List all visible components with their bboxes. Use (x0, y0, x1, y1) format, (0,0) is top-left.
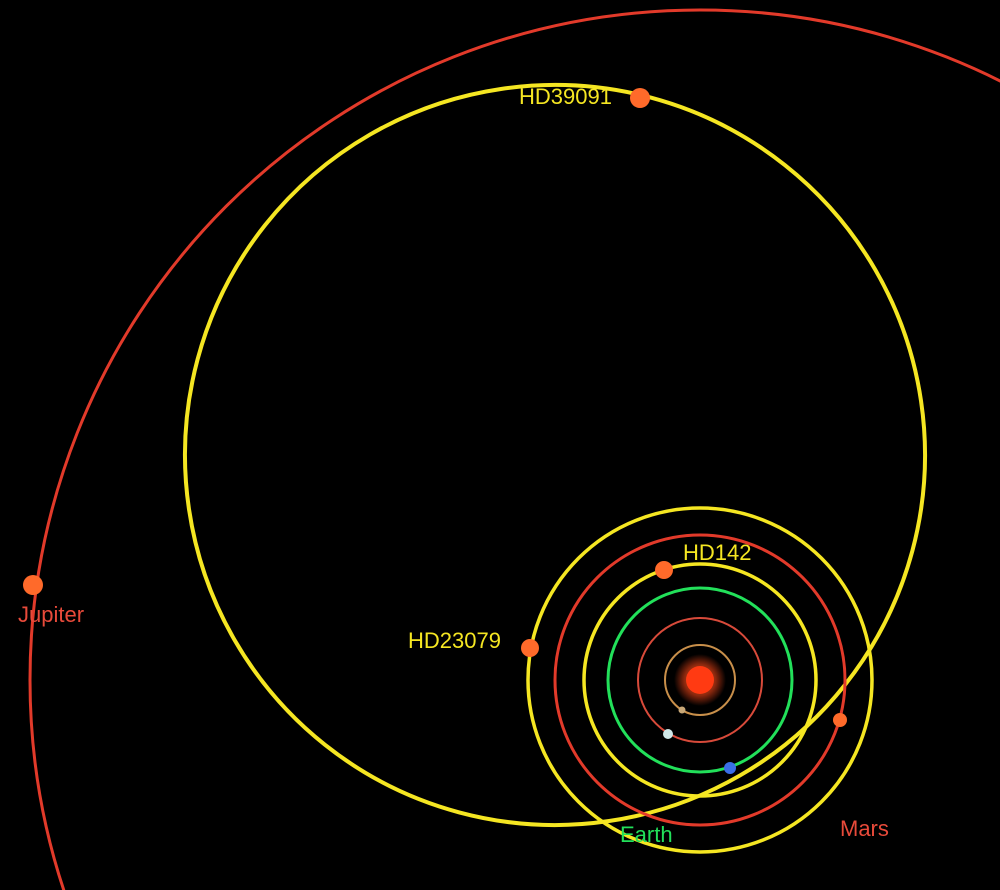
planet-earth (724, 762, 736, 774)
orbit-diagram: HD39091 HD142 HD23079 Jupiter Earth Mars (0, 0, 1000, 890)
planet-jupiter (23, 575, 43, 595)
planet-hd142 (655, 561, 673, 579)
sun (686, 666, 714, 694)
planet-mars (833, 713, 847, 727)
planet-venus (663, 729, 673, 739)
orbit-canvas (0, 0, 1000, 890)
planet-hd39091 (630, 88, 650, 108)
planet-hd23079 (521, 639, 539, 657)
planet-mercury (679, 707, 686, 714)
